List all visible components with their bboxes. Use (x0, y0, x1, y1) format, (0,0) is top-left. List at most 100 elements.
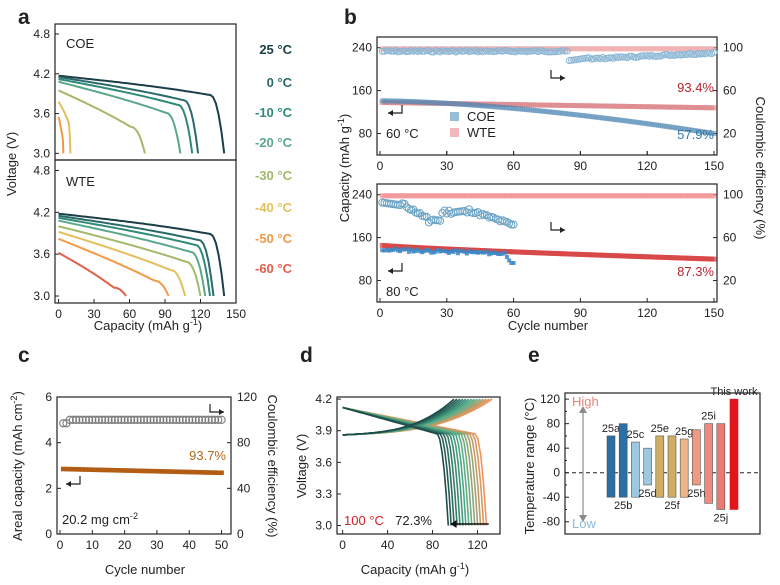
capacity-point (128, 468, 134, 473)
legend-temp-4: -30 °C (255, 168, 293, 183)
panel-label-c: c (18, 344, 30, 367)
coe-capacity-point (469, 250, 474, 255)
panel-d-y-tick-label: 3.3 (315, 487, 332, 501)
efficiency-point (88, 415, 97, 424)
panel-b-top-x-tick-label: 120 (637, 159, 657, 173)
coe-capacity-point (402, 247, 407, 252)
panel-c-y2-tick-label: 120 (237, 390, 257, 404)
range-bar (704, 423, 713, 504)
panel-label-a: a (18, 6, 30, 29)
discharge-curve (58, 74, 226, 154)
panel-a-y-label: Voltage (V) (4, 132, 19, 196)
panel-b-x-label: Cycle number (508, 318, 589, 333)
efficiency-point (114, 415, 123, 424)
efficiency-point (181, 415, 191, 424)
capacity-point (77, 467, 82, 472)
panel-label-d: d (300, 344, 313, 367)
efficiency-point (156, 415, 165, 424)
capacity-axis-arrow (388, 268, 393, 274)
panel-b-y-tick-label: 160 (352, 84, 372, 98)
coe-efficiency-point (447, 47, 455, 55)
efficiency-point (152, 415, 162, 424)
efficiency-point (210, 415, 220, 424)
discharge-curve (58, 214, 215, 297)
discharge-curve (342, 406, 461, 526)
panel-c-y-tick-label: 0 (45, 527, 52, 541)
panel-d-y-label: Voltage (V) (294, 434, 309, 498)
panel-a-y-tick-label: 3.0 (33, 289, 50, 303)
coe-capacity-point (455, 251, 460, 256)
efficiency-point (188, 415, 197, 424)
legend-temp-3: -20 °C (255, 135, 293, 150)
panel-a-y-tick-label: 4.2 (33, 67, 50, 81)
capacity-point (106, 467, 111, 473)
bar-label: 25d (638, 488, 656, 500)
coe-capacity-point (507, 258, 512, 263)
coe-efficiency-point (530, 47, 538, 55)
coe-capacity-point (391, 247, 396, 252)
discharge-curve (58, 76, 200, 154)
capacity-point (90, 467, 95, 473)
capacity-point (99, 467, 105, 473)
capacity-point (196, 469, 202, 475)
panel-b-y-tick-label: 80 (359, 274, 373, 288)
coe-efficiency-point (502, 218, 511, 227)
coe-capacity-point (398, 249, 403, 254)
coe-capacity-point (475, 250, 480, 255)
legend-temp-1: 0 °C (267, 75, 293, 90)
coe-efficiency-point (561, 47, 569, 55)
panel-c-x-tick-label: 40 (183, 538, 197, 552)
efficiency-point (175, 415, 184, 424)
coe-efficiency-point (681, 51, 689, 59)
capacity-point (70, 466, 76, 472)
coe-capacity-point (502, 250, 507, 255)
low-label: Low (572, 516, 596, 531)
coe-efficiency-point (525, 47, 533, 55)
efficiency-point (146, 415, 155, 424)
coe-capacity-point (426, 248, 431, 253)
coe-efficiency-point (467, 47, 475, 55)
efficiency-point (97, 415, 107, 424)
bar-label: 25i (701, 411, 716, 423)
discharge-curve (58, 212, 226, 297)
coe-capacity-point (484, 249, 489, 254)
coe-capacity-point (406, 249, 411, 254)
coe-efficiency-point (489, 213, 498, 222)
panel-b-top-x-tick-label: 150 (704, 159, 724, 173)
legend-wte-swatch (450, 128, 459, 137)
efficiency-point (185, 415, 194, 424)
coe-efficiency-point (541, 48, 549, 56)
panel-a-y-tick-label: 4.8 (33, 163, 50, 177)
coe-efficiency-point (490, 48, 498, 56)
coe-efficiency-point (619, 53, 627, 61)
range-bar (606, 435, 616, 498)
panel-a-x-tick-label: 90 (158, 307, 172, 321)
capacity-point (144, 468, 150, 474)
efficiency-point (94, 415, 103, 424)
efficiency-point (149, 415, 158, 424)
annotation-loading: 20.2 mg cm-2 (62, 511, 138, 527)
efficiency-point (214, 415, 223, 424)
efficiency-point (207, 415, 216, 424)
panel-b-top-x-tick-label: 0 (377, 159, 384, 173)
annotation-retention: 93.7% (189, 448, 226, 463)
coe-efficiency-point (637, 52, 645, 60)
panel-b-y-tick-label: 240 (352, 188, 372, 202)
coe-capacity-point (438, 249, 443, 254)
panel-e-y-label: Temperature range (°C) (522, 398, 537, 535)
capacity-point (174, 469, 179, 475)
legend-coe-swatch (450, 112, 459, 121)
coe-efficiency-point (536, 47, 544, 55)
panel-d-y-tick-label: 3.0 (315, 519, 332, 533)
efficiency-point (172, 415, 181, 424)
coe-capacity-point (482, 250, 487, 255)
capacity-point (80, 467, 85, 472)
discharge-curve (58, 78, 194, 154)
bar-label: 25g (675, 426, 693, 438)
coe-efficiency-point (650, 52, 658, 60)
capacity-point (170, 469, 176, 474)
capacity-point (138, 468, 144, 474)
coe-efficiency-point (661, 51, 669, 59)
